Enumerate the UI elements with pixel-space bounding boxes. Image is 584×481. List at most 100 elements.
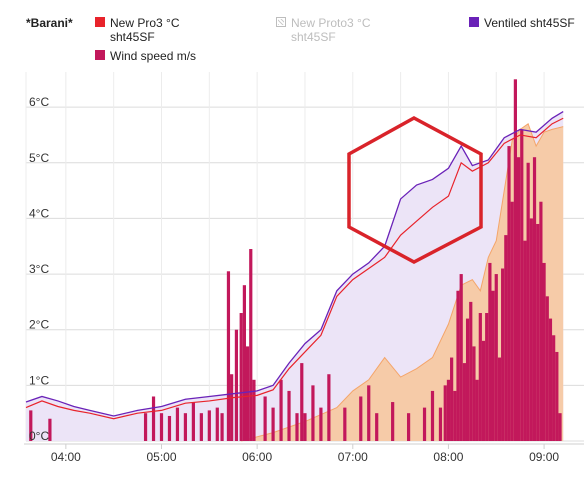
wind-speed-bar-45 — [459, 274, 463, 441]
wind-speed-bar-32 — [359, 396, 363, 441]
wind-speed-bar-75 — [555, 351, 559, 441]
legend-item-wind-speed[interactable]: Wind speed m/s — [95, 49, 196, 63]
wind-speed-bar-42 — [450, 357, 454, 441]
wind-speed-bar-22 — [271, 407, 275, 441]
wind-speed-bar-69 — [536, 223, 540, 441]
wind-speed-bar-62 — [513, 79, 517, 441]
wind-speed-bar-59 — [504, 235, 508, 441]
orange-series-line — [241, 123, 564, 442]
annotation-hexagon — [347, 116, 483, 264]
wind-speed-bar-58 — [501, 268, 505, 441]
wind-speed-bar-76 — [558, 413, 562, 441]
ventiled-swatch — [469, 17, 479, 27]
wind-speed-bar-55 — [491, 290, 495, 441]
wind-speed-bar-1 — [48, 418, 52, 441]
wind-speed-bar-9 — [199, 413, 203, 441]
wind-speed-bar-4 — [159, 413, 164, 441]
legend-item-ventiled[interactable]: Ventiled sht45SF — [469, 16, 575, 30]
wind-speed-bar-33 — [367, 385, 371, 441]
wind-speed-bar-53 — [485, 313, 489, 441]
legend-label-new-pro3: New Pro3 °C sht45SF — [110, 16, 180, 44]
y-tick-label-4: 4°C — [29, 206, 49, 220]
y-axis-labels: 0°C 1°C 2°C 3°C 4°C 5°C 6°C — [29, 95, 49, 443]
wind-speed-bar-17 — [242, 285, 246, 441]
wind-speed-bar-13 — [226, 271, 231, 441]
x-axis-background — [0, 444, 584, 481]
wind-speed-bar-24 — [287, 390, 291, 441]
wind-speed-bar-47 — [465, 318, 470, 441]
wind-speed-bar-72 — [545, 296, 549, 441]
wind-speed-bar-51 — [478, 313, 482, 441]
y-tick-label-1: 1°C — [29, 373, 49, 387]
y-tick-label-2: 2°C — [29, 318, 49, 332]
wind-speed-bar-12 — [220, 413, 224, 441]
wind-speed-bar-15 — [234, 329, 239, 441]
ventiled-line — [25, 111, 564, 417]
wind-speed-bar-7 — [183, 413, 188, 441]
wind-speed-bar-44 — [456, 290, 460, 441]
wind-speed-bar-21 — [263, 396, 267, 441]
wind-speed-bar-49 — [472, 346, 476, 441]
wind-speed-bar-35 — [391, 402, 395, 441]
wind-speed-bar-70 — [539, 201, 543, 441]
wind-speed-bar-46 — [462, 363, 466, 441]
wind-speed-bar-2 — [143, 413, 148, 441]
wind-speed-bar-14 — [230, 374, 234, 441]
wind-speed-bar-54 — [488, 262, 492, 441]
wind-speed-bar-73 — [548, 318, 553, 441]
wind-speed-bar-63 — [516, 157, 521, 442]
wind-speed-bar-39 — [438, 407, 443, 441]
wind-speed-bar-28 — [311, 385, 315, 441]
wind-speed-bar-66 — [526, 162, 530, 441]
wind-speed-bar-26 — [300, 363, 304, 441]
wind-speed-bar-57 — [497, 357, 502, 441]
wind-speed-bar-23 — [279, 379, 283, 441]
wind-speed-bar-19 — [249, 249, 253, 441]
wind-speed-bar-10 — [207, 410, 211, 441]
y-tick-label-0: 0°C — [29, 429, 49, 443]
wind-speed-bar-56 — [494, 274, 498, 441]
wind-speed-bar-5 — [167, 415, 172, 441]
legend-item-new-proto3[interactable]: New Proto3 °C sht45SF — [276, 16, 371, 44]
legend-label-new-proto3: New Proto3 °C sht45SF — [291, 16, 371, 44]
wind-speed-bar-52 — [481, 340, 486, 441]
wind-speed-bar-65 — [523, 240, 527, 441]
wind-speed-bar-36 — [406, 413, 411, 441]
chart-legend: *Barani* New Pro3 °C sht45SF New Proto3 … — [0, 0, 584, 68]
x-tick-label-0: 04:00 — [51, 450, 81, 464]
new-pro3-swatch — [95, 17, 105, 27]
wind-speed-bar-71 — [542, 262, 546, 441]
x-tick-label-5: 09:00 — [529, 450, 559, 464]
wind-speed-bar-50 — [475, 379, 479, 441]
wind-speed-bar-48 — [469, 301, 473, 441]
y-tick-label-6: 6°C — [29, 95, 49, 109]
wind-speed-bar-16 — [239, 313, 243, 441]
wind-speed-bar-20 — [252, 379, 256, 441]
legend-label-ventiled: Ventiled sht45SF — [484, 16, 575, 30]
x-tick-label-2: 06:00 — [242, 450, 272, 464]
wind-speed-bar-60 — [507, 146, 511, 442]
wind-speed-bar-30 — [327, 374, 331, 441]
wind-speed-bar-68 — [532, 157, 537, 442]
legend-title: *Barani* — [26, 16, 73, 30]
wind-speed-bar-74 — [552, 335, 556, 441]
legend-item-new-pro3[interactable]: New Pro3 °C sht45SF — [95, 16, 180, 44]
wind-speed-bar-8 — [191, 402, 195, 441]
y-tick-label-3: 3°C — [29, 262, 49, 276]
wind-speed-bar-43 — [453, 390, 457, 441]
x-tick-label-1: 05:00 — [146, 450, 176, 464]
wind-speed-bar-27 — [303, 413, 307, 441]
wind-speed-bar-11 — [215, 407, 219, 441]
ventiled-area-fill — [26, 111, 564, 442]
wind-speed-bar-0 — [29, 410, 33, 441]
series-layer — [25, 79, 564, 442]
wind-speed-bar-34 — [375, 413, 379, 441]
wind-speed-bar-6 — [175, 407, 180, 441]
wind-speed-bar-29 — [319, 407, 323, 441]
wind-speed-bar-38 — [430, 390, 435, 441]
x-axis: 04:00 05:00 06:00 07:00 08:00 09:00 — [0, 443, 584, 481]
new-pro3-line — [25, 117, 564, 420]
wind-speed-bar-64 — [520, 129, 524, 442]
wind-speed-bar-37 — [422, 407, 427, 441]
